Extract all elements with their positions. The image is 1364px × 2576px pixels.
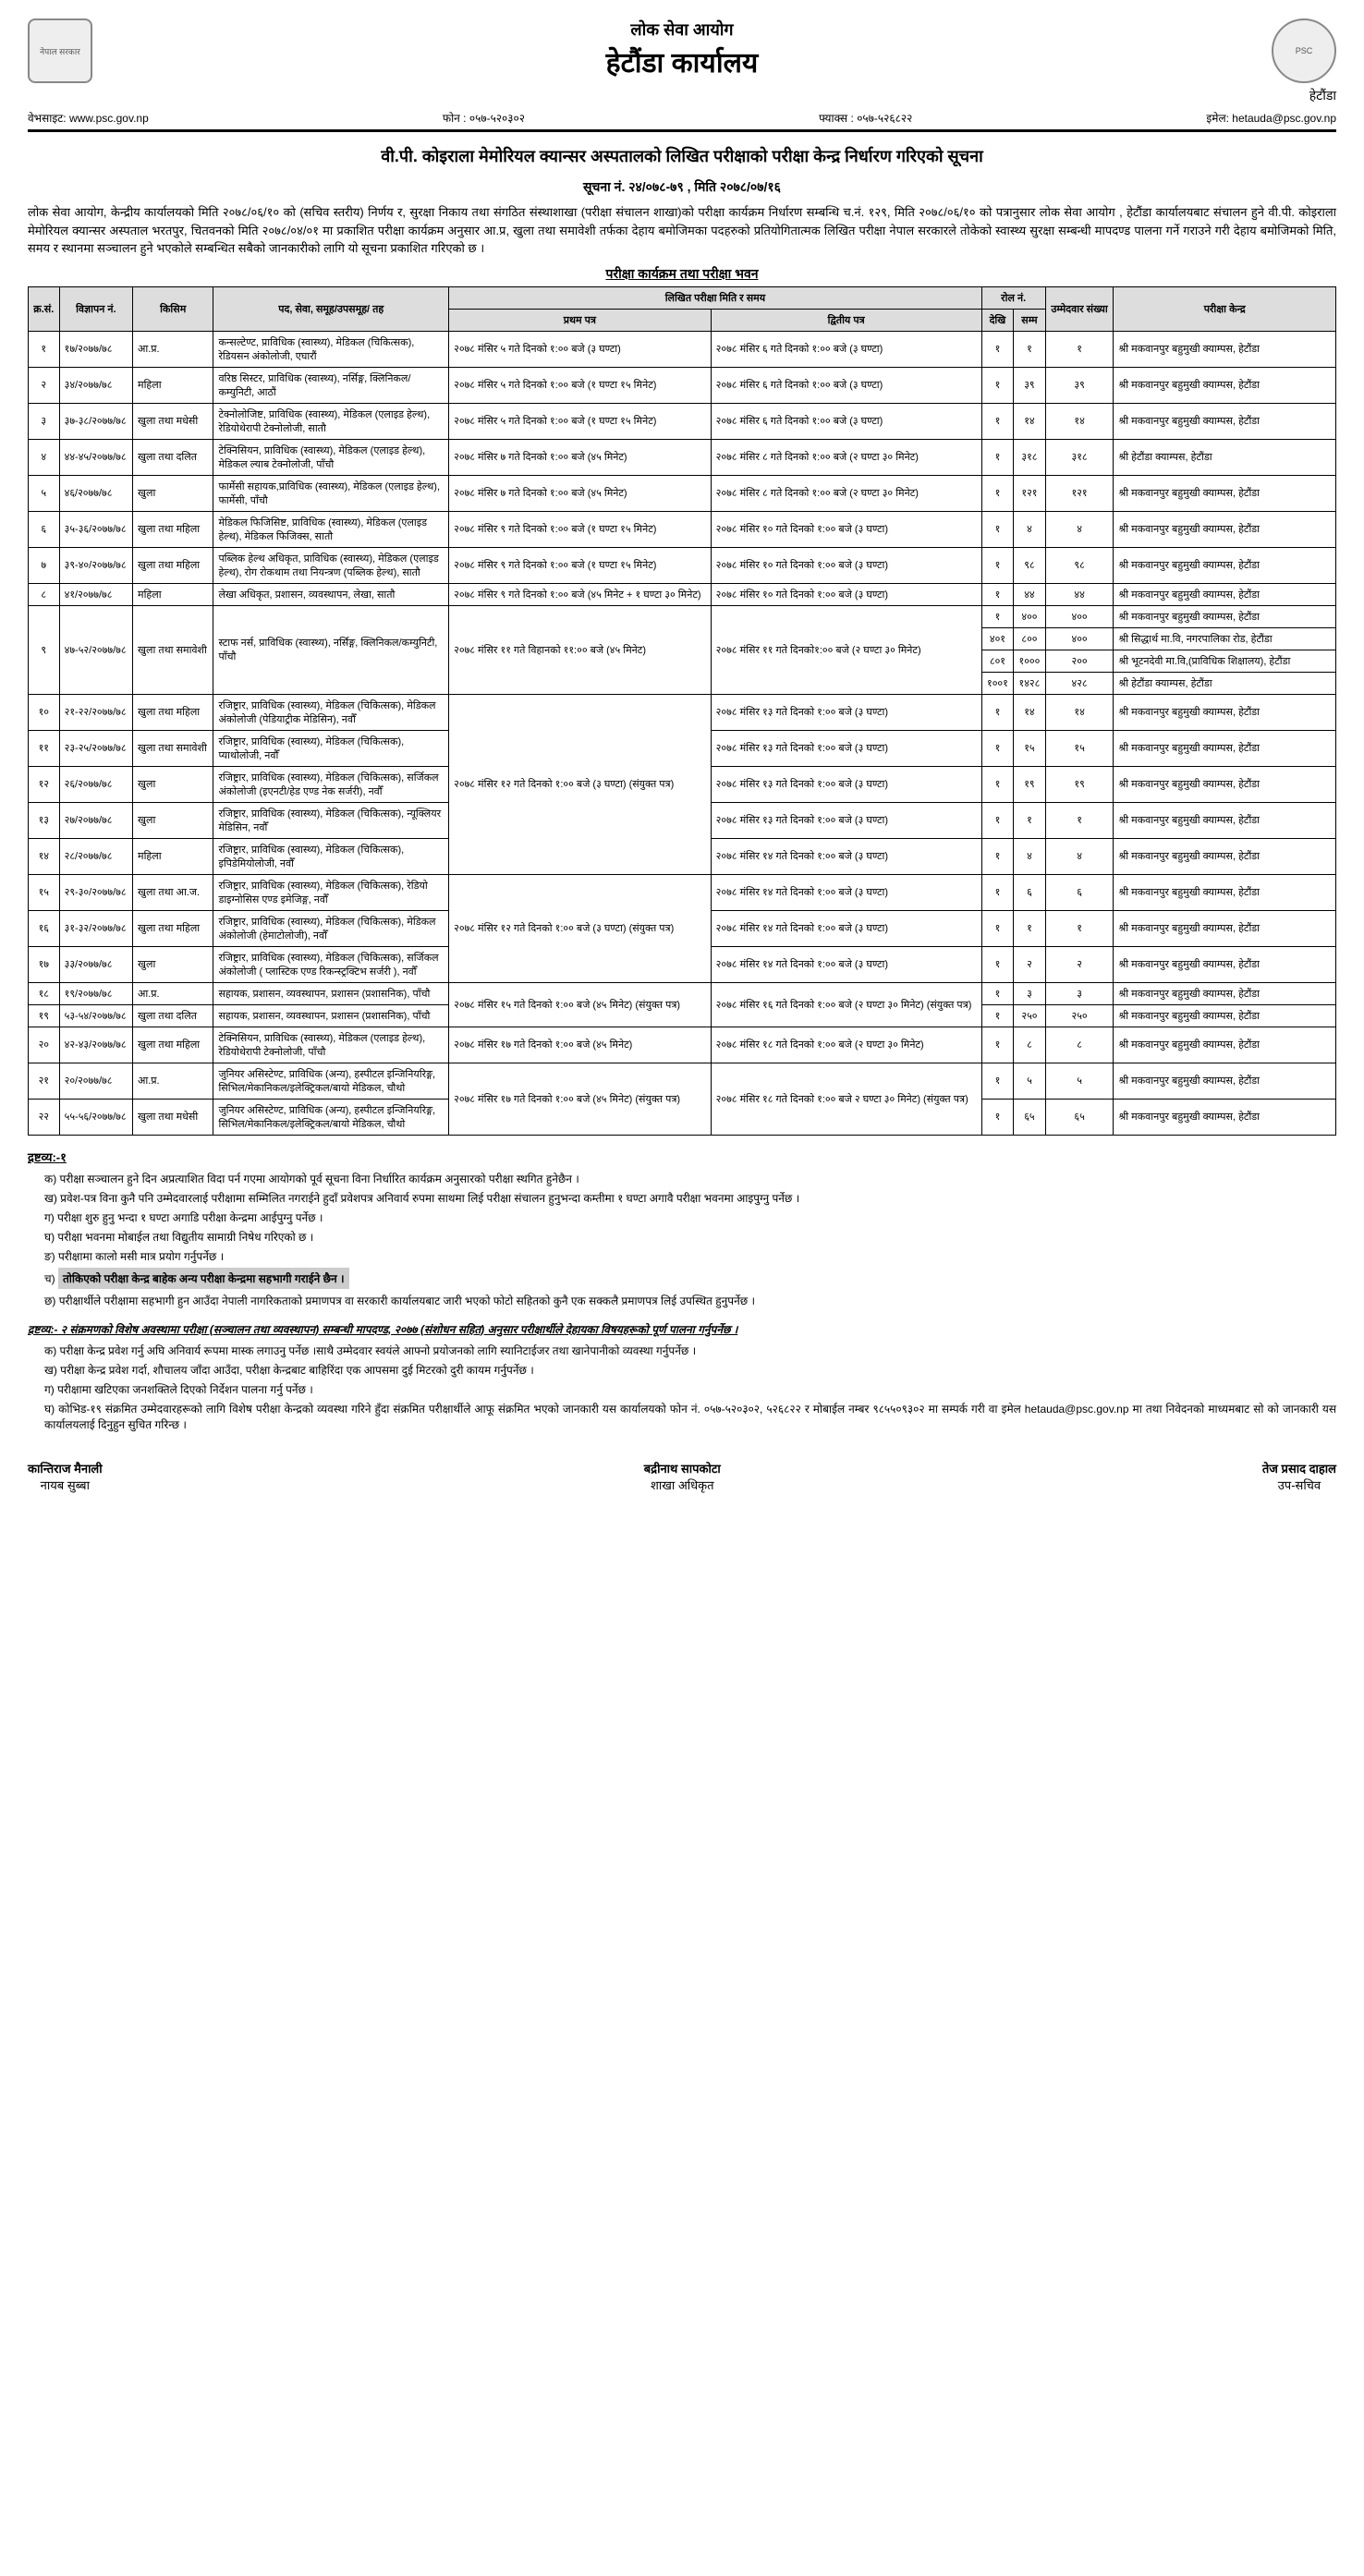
sig-1: कान्तिराज मैनाली नायब सुब्बा (28, 1460, 103, 1493)
office-title: हेटौंडा कार्यालय (606, 43, 759, 80)
col-sn: क्र.सं. (29, 286, 60, 331)
note-item: ख) परीक्षा केन्द्र प्रवेश गर्दा, शौचालय … (44, 1362, 1336, 1378)
table-row: २०४२-४३/२०७७/७८खुला तथा महिलाटेक्निसियन,… (29, 1027, 1336, 1063)
table-row: ५४६/२०७७/७८खुलाफार्मेसी सहायक,प्राविधिक … (29, 475, 1336, 511)
note-item: ग) परीक्षा शुरु हुनु भन्दा १ घण्टा अगाडि… (44, 1209, 1336, 1225)
col-cand: उम्मेदवार संख्या (1045, 286, 1114, 331)
signatures: कान्तिराज मैनाली नायब सुब्बा बद्रीनाथ सा… (28, 1460, 1336, 1493)
office-loc: हेटौंडा (1272, 87, 1336, 104)
note-item: ङ) परीक्षामा कालो मसी मात्र प्रयोग गर्नु… (44, 1248, 1336, 1264)
note-item: घ) कोभिड-१९ संक्रमित उम्मेदवारहरूको लागि… (44, 1401, 1336, 1432)
table-title: परीक्षा कार्यक्रम तथा परीक्षा भवन (28, 265, 1336, 283)
note-item: ख) प्रवेश-पत्र विना कुनै पनि उम्मेदवारला… (44, 1190, 1336, 1206)
col-p2: द्वितीय पत्र (711, 309, 981, 331)
notice-intro: लोक सेवा आयोग, केन्द्रीय कार्यालयको मिति… (28, 203, 1336, 258)
schedule-table: क्र.सं. विज्ञापन नं. किसिम पद, सेवा, समू… (28, 286, 1336, 1136)
col-rt: सम्म (1014, 309, 1046, 331)
table-row: १८१९/२०७७/७८आ.प्र.सहायक, प्रशासन, व्यवस्… (29, 982, 1336, 1004)
email: इमेल: hetauda@psc.gov.np (1206, 110, 1336, 126)
table-row: २१२०/२०७७/७८आ.प्र.जुनियर असिस्टेण्ट, प्र… (29, 1063, 1336, 1099)
table-row: ३३७-३८/२०७७/७८खुला तथा मधेसीटेक्नोलोजिष्… (29, 403, 1336, 439)
notes1-title: द्रष्टव्य:-१ (28, 1148, 1336, 1165)
col-roll: रोल नं. (981, 286, 1045, 309)
table-row: ९४७-५२/२०७७/७८खुला तथा समावेशीस्टाफ नर्स… (29, 605, 1336, 627)
website: वेभसाइट: www.psc.gov.np (28, 110, 149, 126)
divider (28, 129, 1336, 132)
table-row: १५२९-३०/२०७७/७८खुला तथा आ.ज.रजिष्ट्रार, … (29, 874, 1336, 910)
col-rf: देखि (981, 309, 1014, 331)
table-row: ७३९-४०/२०७७/७८खुला तथा महिलापब्लिक हेल्थ… (29, 547, 1336, 583)
notes1-list: क) परीक्षा सञ्चालन हुने दिन अप्रत्याशित … (44, 1171, 1336, 1308)
table-body: ११७/२०७७/७८आ.प्र.कन्सल्टेण्ट, प्राविधिक … (29, 331, 1336, 1135)
org-title: लोक सेवा आयोग (606, 18, 759, 41)
notes2-list: क) परीक्षा केन्द्र प्रवेश गर्नु अघि अनिव… (44, 1343, 1336, 1432)
header-center: लोक सेवा आयोग हेटौंडा कार्यालय (606, 18, 759, 80)
note-item: छ) परीक्षार्थीले परीक्षामा सहभागी हुन आउ… (44, 1293, 1336, 1308)
emblem-left: नेपाल सरकार (28, 18, 92, 83)
emblem-right: PSC (1272, 18, 1336, 83)
note-item: ग) परीक्षामा खटिएका जनशक्तिले दिएको निर्… (44, 1381, 1336, 1397)
col-center: परीक्षा केन्द्र (1114, 286, 1336, 331)
table-row: ६३५-३६/२०७७/७८खुला तथा महिलामेडिकल फिजिस… (29, 511, 1336, 547)
notes2-title: द्रष्टव्य:- २ संक्रमणको विशेष अवस्थामा प… (28, 1321, 1336, 1337)
table-row: ११७/२०७७/७८आ.प्र.कन्सल्टेण्ट, प्राविधिक … (29, 331, 1336, 367)
table-head: क्र.सं. विज्ञापन नं. किसिम पद, सेवा, समू… (29, 286, 1336, 331)
col-exam: लिखित परीक्षा मिति र समय (449, 286, 982, 309)
note-item: क) परीक्षा सञ्चालन हुने दिन अप्रत्याशित … (44, 1171, 1336, 1186)
note-item: क) परीक्षा केन्द्र प्रवेश गर्नु अघि अनिव… (44, 1343, 1336, 1358)
notice-title: वी.पी. कोइराला मेमोरियल क्यान्सर अस्पताल… (28, 145, 1336, 167)
table-row: १०२१-२२/२०७७/७८खुला तथा महिलारजिष्ट्रार,… (29, 694, 1336, 730)
note-item: घ) परीक्षा भवनमा मोबाईल तथा विद्युतीय सा… (44, 1229, 1336, 1245)
table-row: २३४/२०७७/७८महिलावरिष्ठ सिस्टर, प्राविधिक… (29, 367, 1336, 403)
table-row: ८४१/२०७७/७८महिलालेखा अधिकृत, प्रशासन, व्… (29, 583, 1336, 605)
col-adv: विज्ञापन नं. (59, 286, 132, 331)
phone: फोन : ०५७-५२०३०२ (443, 110, 525, 126)
header: नेपाल सरकार लोक सेवा आयोग हेटौंडा कार्या… (28, 18, 1336, 104)
table-row: ४४४-४५/२०७७/७८खुला तथा दलितटेक्निसियन, प… (29, 439, 1336, 475)
note-item-highlight: च) तोकिएको परीक्षा केन्द्र बाहेक अन्य पर… (44, 1268, 1336, 1289)
sig-3: तेज प्रसाद दाहाल उप-सचिव (1262, 1460, 1336, 1493)
notice-number: सूचना नं. २४/०७८-७९ , मिति २०७८/०७/१६ (28, 178, 1336, 196)
contact-row: वेभसाइट: www.psc.gov.np फोन : ०५७-५२०३०२… (28, 110, 1336, 126)
sig-2: बद्रीनाथ सापकोटा शाखा अधिकृत (644, 1460, 721, 1493)
fax: फ्याक्स : ०५७-५२६८२२ (819, 110, 912, 126)
col-kind: किसिम (133, 286, 213, 331)
header-right: PSC हेटौंडा (1272, 18, 1336, 104)
col-p1: प्रथम पत्र (449, 309, 712, 331)
col-post: पद, सेवा, समूह/उपसमूह/ तह (213, 286, 449, 331)
